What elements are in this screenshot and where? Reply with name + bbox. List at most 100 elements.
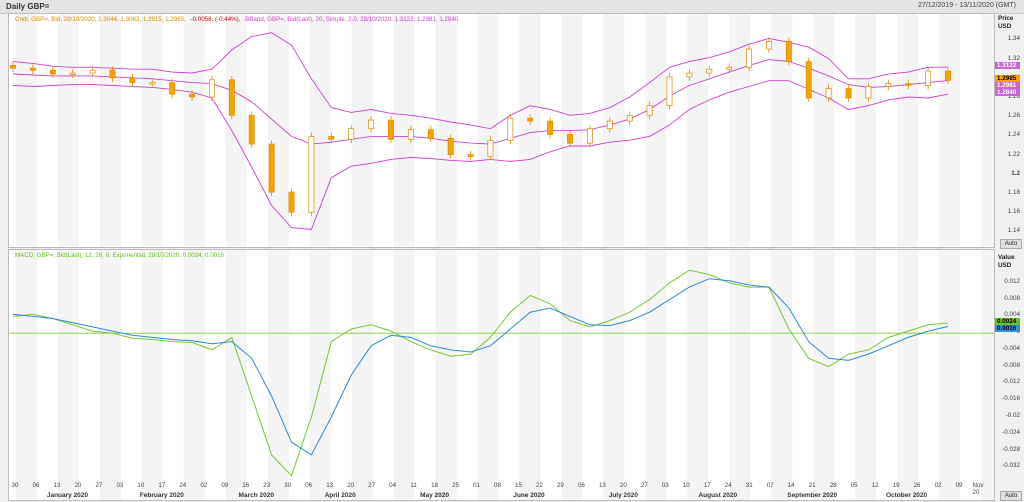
x-day-label: 24: [724, 482, 732, 489]
x-day-label: 13: [53, 482, 61, 489]
week-stripe: [813, 250, 835, 500]
week-stripe: [897, 14, 919, 247]
week-stripe: [267, 250, 289, 500]
candle: [248, 114, 255, 145]
macd-auto-button[interactable]: Auto: [1000, 491, 1022, 501]
price-value-tag: 1.2985: [995, 75, 1020, 83]
x-month-label: July 2020: [608, 492, 638, 499]
macd-panel[interactable]: MACD, GBP=, Bid(Last), 12, 26, 9, Expone…: [8, 249, 995, 501]
x-day-label: 17: [703, 482, 711, 489]
bband-line-3: [12, 80, 949, 230]
x-day-label: 13: [326, 482, 334, 489]
x-month-label: August 2020: [698, 492, 738, 499]
x-day-label: 02: [934, 482, 942, 489]
candle: [129, 77, 136, 83]
bband-line-1: [12, 32, 949, 130]
x-day-label: 27: [95, 482, 103, 489]
x-day-label: 28: [829, 482, 837, 489]
candle: [606, 120, 613, 130]
candle: [487, 139, 494, 157]
candle: [825, 88, 832, 99]
x-day-label: 20: [347, 482, 355, 489]
x-month-label: April 2020: [324, 492, 356, 499]
week-stripe: [645, 14, 667, 247]
x-day-label: 23: [263, 482, 271, 489]
x-day-label: 12: [871, 482, 879, 489]
week-stripe: [519, 250, 541, 500]
candle: [467, 154, 474, 157]
week-stripe: [813, 14, 835, 247]
week-stripe: [99, 14, 121, 247]
change-legend: -0.0058, (-0.44%),: [190, 16, 241, 23]
week-stripe: [225, 250, 247, 500]
macd-legend-text: MACD, GBP=, Bid(Last), 12, 26, 9, Expone…: [15, 252, 224, 259]
week-stripe: [267, 14, 289, 247]
x-day-label: 18: [431, 482, 439, 489]
macd-tick-label: 0.012: [1004, 277, 1020, 285]
x-day-label: 08: [494, 482, 501, 489]
week-stripe: [687, 14, 709, 247]
x-day-label: 11: [410, 482, 417, 489]
week-stripe: [897, 250, 919, 500]
price-panel[interactable]: Cndl, GBP=, Bid, 28/10/2020, 1.3044, 1.3…: [8, 13, 995, 248]
candle: [586, 128, 593, 144]
bband-legend: BBand, GBP=, Bid(Last), 20, Simple, 2.0,…: [245, 16, 459, 23]
week-stripe: [16, 250, 37, 500]
x-day-label: 20: [619, 482, 627, 489]
price-auto-button[interactable]: Auto: [1000, 239, 1022, 249]
x-day-label: 29: [556, 482, 564, 489]
x-day-label: 19: [892, 482, 900, 489]
candle: [189, 93, 195, 98]
candle: [208, 79, 215, 98]
macd-tick-label: 0.008: [1004, 294, 1020, 302]
x-day-label: Nov 20: [972, 482, 984, 496]
x-day-label: 01: [473, 482, 480, 489]
candle: [905, 83, 912, 86]
candle: [527, 117, 534, 122]
x-day-label: 10: [682, 482, 690, 489]
candle: [925, 70, 932, 86]
week-stripe: [393, 250, 415, 500]
price-tick-label: 1.2: [1011, 169, 1020, 177]
candle: [646, 105, 653, 116]
macd-axis-title: Value: [998, 254, 1015, 261]
x-day-label: 27: [640, 482, 648, 489]
x-day-label: 09: [955, 482, 963, 489]
price-axis-unit: USD: [998, 23, 1012, 30]
x-day-label: 06: [577, 482, 585, 489]
x-month-label: June 2020: [513, 492, 545, 499]
week-stripe: [855, 250, 877, 500]
candle: [746, 48, 753, 68]
candle: [805, 61, 812, 99]
price-tick-label: 1.32: [1007, 54, 1020, 62]
price-axis[interactable]: Price USD 1.341.321.31.281.261.241.221.2…: [995, 13, 1024, 246]
macd-axis[interactable]: Value USD 0.0120.0080.0040-0.004-0.008-0…: [995, 249, 1024, 499]
candle: [288, 191, 295, 213]
week-stripe: [57, 14, 79, 247]
candle: [328, 136, 335, 140]
price-tick-label: 1.28: [1007, 93, 1020, 100]
x-month-label: May 2020: [420, 492, 450, 499]
x-month-label: January 2020: [46, 492, 89, 499]
candle: [69, 72, 76, 75]
price-legend: Cndl, GBP=, Bid, 28/10/2020, 1.3044, 1.3…: [15, 16, 461, 23]
macd-tick-label: -0.02: [1005, 412, 1020, 420]
price-tick-label: 1.16: [1007, 208, 1020, 216]
week-stripe: [477, 14, 499, 247]
candle: [726, 66, 733, 70]
candle: [49, 69, 56, 75]
macd-line: [12, 269, 949, 477]
signal-line: [12, 278, 949, 456]
macd-tick-label: -0.008: [1002, 361, 1020, 369]
candle: [407, 129, 414, 140]
price-tick-label: 1.34: [1007, 35, 1020, 43]
x-day-label: 06: [32, 482, 40, 489]
macd-axis-header: Value USD: [998, 254, 1014, 270]
price-tick-label: 1.22: [1007, 150, 1020, 158]
x-day-label: 17: [158, 482, 166, 489]
candle: [427, 129, 434, 139]
week-stripe: [393, 14, 415, 247]
candle: [268, 143, 275, 193]
x-day-label: 09: [221, 482, 229, 489]
